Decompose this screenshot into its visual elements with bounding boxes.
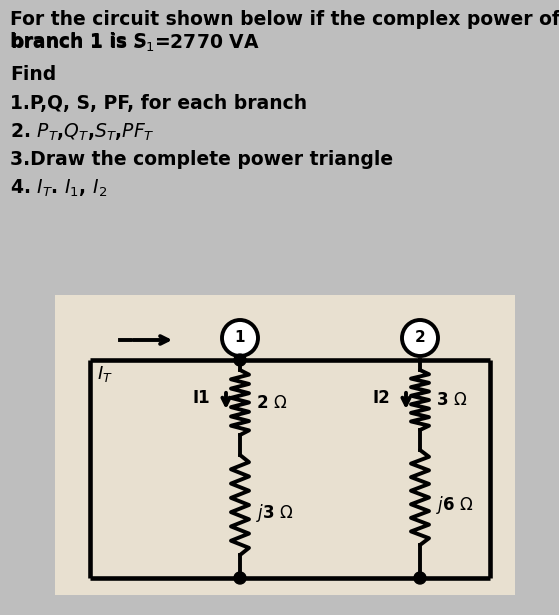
Text: 2 $\Omega$: 2 $\Omega$ bbox=[256, 394, 287, 411]
Text: 3 $\Omega$: 3 $\Omega$ bbox=[436, 391, 467, 409]
Text: 2: 2 bbox=[415, 330, 425, 346]
Text: 1: 1 bbox=[235, 330, 245, 346]
Bar bbox=[55, 295, 515, 595]
Text: 3.Draw the complete power triangle: 3.Draw the complete power triangle bbox=[10, 150, 393, 169]
Text: Find: Find bbox=[10, 65, 56, 84]
Circle shape bbox=[414, 572, 426, 584]
Circle shape bbox=[234, 572, 246, 584]
Circle shape bbox=[402, 320, 438, 356]
Text: $I_T$: $I_T$ bbox=[97, 364, 113, 384]
Text: branch 1 is S: branch 1 is S bbox=[10, 32, 147, 51]
Text: For the circuit shown below if the complex power of: For the circuit shown below if the compl… bbox=[10, 10, 559, 29]
Text: $j$3 $\Omega$: $j$3 $\Omega$ bbox=[256, 502, 294, 524]
Circle shape bbox=[222, 320, 258, 356]
Text: 2. $P_T$,$Q_T$,$S_T$,$PF_T$: 2. $P_T$,$Q_T$,$S_T$,$PF_T$ bbox=[10, 122, 155, 143]
Text: I1: I1 bbox=[192, 389, 210, 407]
Circle shape bbox=[234, 354, 246, 366]
Text: branch 1 is $S_1$=2770 VA: branch 1 is $S_1$=2770 VA bbox=[10, 32, 260, 54]
Text: I2: I2 bbox=[372, 389, 390, 407]
Text: $j$6 $\Omega$: $j$6 $\Omega$ bbox=[436, 494, 474, 517]
Text: 4. $I_T$. $I_1$, $I_2$: 4. $I_T$. $I_1$, $I_2$ bbox=[10, 178, 107, 199]
Text: 1.P,Q, S, PF, for each branch: 1.P,Q, S, PF, for each branch bbox=[10, 94, 307, 113]
